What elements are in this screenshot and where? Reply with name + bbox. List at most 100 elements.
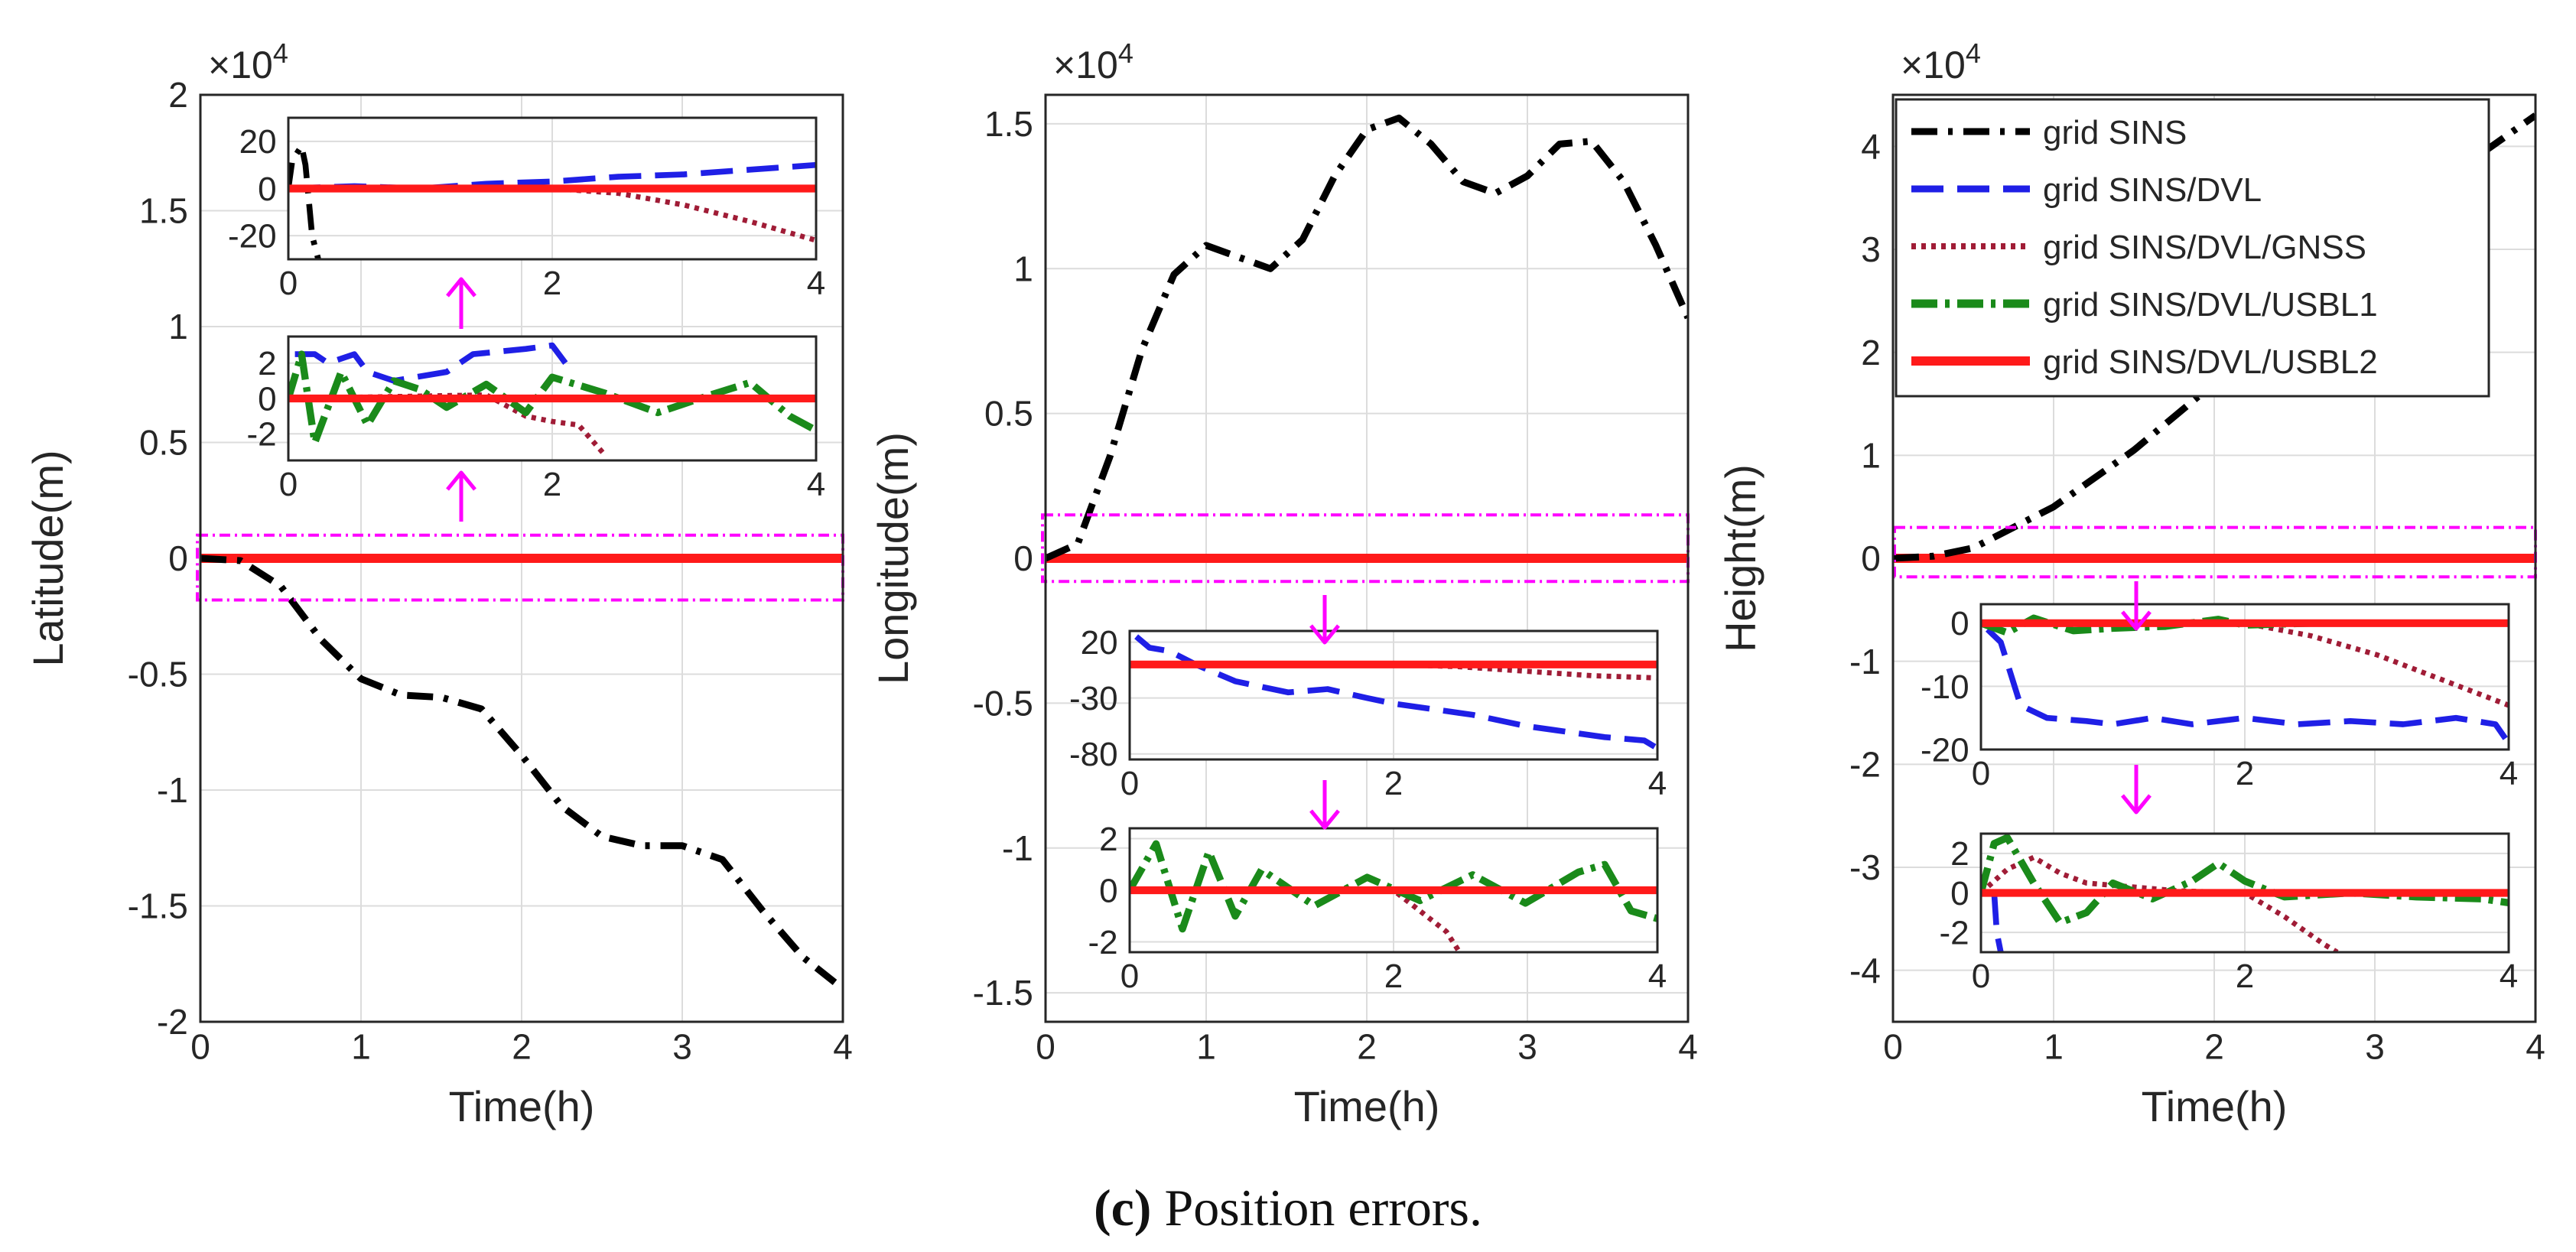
series-grid-sins-dvl bbox=[288, 161, 816, 192]
panel3-y-tick-label: 3 bbox=[1861, 229, 1881, 269]
series-grid-sins-dvl bbox=[1991, 893, 2004, 952]
panel2-y-tick-label: 1.5 bbox=[984, 104, 1033, 144]
zoom-arrow-head bbox=[1309, 809, 1340, 830]
panel1-inset1-x-tick-label: 0 bbox=[279, 265, 298, 302]
zoom-arrow-head bbox=[446, 470, 476, 491]
panel-longitude-m: 0 1 2 3 4 -1.5 -1 -0.5 0 0.5 1 1.5 Time(h) Longitude(… bbox=[869, 37, 1698, 1130]
panel3-axis-box bbox=[1891, 93, 2537, 1023]
legend-box bbox=[1895, 98, 2490, 398]
panel3-inset2-y-tick-label: 2 bbox=[1950, 835, 1969, 873]
panel1-x-tick-label: 0 bbox=[190, 1026, 210, 1066]
panel3-inset1-axis-box bbox=[1979, 603, 2510, 751]
panel1-y-tick-label: 2 bbox=[168, 75, 188, 115]
panel1-x-tick-label: 1 bbox=[351, 1026, 371, 1066]
panel3-y-tick-label: -3 bbox=[1849, 847, 1881, 887]
panel2-x-tick-label: 1 bbox=[1196, 1026, 1216, 1066]
panel2-inset1-y-tick-label: 20 bbox=[1081, 624, 1118, 662]
panel3-y-axis-label: Height(m) bbox=[1716, 464, 1764, 652]
zoom-arrow-head bbox=[2121, 794, 2152, 815]
panel2-y-tick-label: -1.5 bbox=[973, 973, 1033, 1013]
panel1-y-tick-label: 0.5 bbox=[139, 423, 188, 463]
panel3-x-tick-label: 4 bbox=[2526, 1026, 2545, 1066]
panel2-exponent-power: 4 bbox=[1118, 37, 1134, 69]
legend-entry-label: grid SINS/DVL bbox=[2043, 171, 2262, 209]
caption-text: Position errors. bbox=[1164, 1179, 1483, 1237]
panel2-inset2-y-tick-label: 2 bbox=[1099, 821, 1117, 858]
panel3-x-axis-label: Time(h) bbox=[2142, 1082, 2288, 1130]
panel2-inset1-x-tick-label: 4 bbox=[1648, 765, 1667, 802]
panel2-inset2-y-tick-label: -2 bbox=[1088, 924, 1117, 961]
panel3-inset2-x-tick-label: 0 bbox=[1972, 958, 1990, 995]
panel1-inset1-y-tick-label: -20 bbox=[228, 218, 277, 255]
panel3-inset1-y-tick-label: -10 bbox=[1921, 668, 1969, 706]
panel3-x-tick-label: 3 bbox=[2365, 1026, 2385, 1066]
zoom-arrow-head bbox=[446, 277, 476, 298]
panel3-inset2-axis-box bbox=[1979, 832, 2510, 954]
panel1-inset2-axis-box bbox=[287, 335, 818, 462]
panel1-y-tick-label: -1.5 bbox=[128, 886, 188, 926]
panel3-inset2-x-tick-label: 4 bbox=[2500, 958, 2518, 995]
panel2-inset1-x-tick-label: 2 bbox=[1384, 765, 1403, 802]
panel2-inset1-y-tick-label: -30 bbox=[1069, 680, 1118, 717]
inset-plot-1: 0 2 4 20 -30 -80 bbox=[1069, 624, 1667, 802]
inset-plot-1: 0 2 4 0 -10 -20 bbox=[1921, 603, 2518, 792]
panel1-x-tick-label: 3 bbox=[672, 1026, 692, 1066]
panel1-inset2-y-tick-label: -2 bbox=[246, 416, 276, 454]
panel1-inset1-axis-box bbox=[287, 116, 818, 261]
panel2-inset2-x-tick-label: 2 bbox=[1384, 958, 1403, 995]
panel2-inset1-axis-box bbox=[1128, 629, 1659, 761]
zoom-arrow-head bbox=[1309, 624, 1340, 645]
panel1-y-axis-label: Latitude(m) bbox=[24, 450, 72, 666]
panel1-axis-box bbox=[199, 93, 844, 1023]
panel2-inset2-x-tick-label: 4 bbox=[1648, 958, 1667, 995]
panel1-inset2-x-tick-label: 2 bbox=[543, 466, 561, 503]
figure-caption: (c) Position errors. bbox=[0, 1178, 2576, 1238]
panel1-x-tick-label: 4 bbox=[833, 1026, 853, 1066]
panel1-exponent-power: 4 bbox=[273, 37, 288, 69]
panel3-inset2-y-tick-label: -2 bbox=[1939, 915, 1969, 952]
panel3-y-tick-label: 4 bbox=[1861, 126, 1881, 166]
series-grid-sins bbox=[1046, 114, 1688, 562]
panel-latitude-m: 0 1 2 3 4 -2 -1.5 -1 -0.5 0 0.5 1 1.5 2 Time(h) Latitud… bbox=[24, 37, 853, 1130]
panel2-inset2-x-tick-label: 0 bbox=[1120, 958, 1139, 995]
series-grid-sins bbox=[288, 143, 322, 259]
panel2-x-axis-label: Time(h) bbox=[1294, 1082, 1440, 1130]
panel1-x-axis-label: Time(h) bbox=[449, 1082, 595, 1130]
panel3-inset1-y-tick-label: -20 bbox=[1921, 731, 1969, 769]
legend: grid SINS grid SINS/DVL grid SINS/DVL/GNSS… bbox=[1895, 98, 2490, 398]
panel3-x-tick-label: 2 bbox=[2204, 1026, 2224, 1066]
panel1-inset2-y-tick-label: 0 bbox=[258, 380, 276, 418]
panel3-inset1-x-tick-label: 0 bbox=[1972, 755, 1990, 792]
panel1-inset2-x-tick-label: 4 bbox=[807, 466, 825, 503]
panel1-inset1-x-tick-label: 2 bbox=[543, 265, 561, 302]
panel3-inset1-x-tick-label: 4 bbox=[2500, 755, 2518, 792]
zoom-box bbox=[1041, 513, 1690, 584]
panel2-y-axis-label: Longitude(m) bbox=[869, 432, 917, 685]
panel2-inset1-y-tick-label: -80 bbox=[1069, 736, 1118, 773]
panel2-y-tick-label: 0.5 bbox=[984, 394, 1033, 434]
panel3-inset1-x-tick-label: 2 bbox=[2236, 755, 2254, 792]
panel2-x-tick-label: 4 bbox=[1678, 1026, 1698, 1066]
panel2-y-tick-label: -1 bbox=[1002, 828, 1033, 868]
panel2-x-tick-label: 0 bbox=[1036, 1026, 1055, 1066]
legend-entry-label: grid SINS bbox=[2043, 114, 2187, 151]
panel3-exponent-power: 4 bbox=[1966, 37, 1981, 69]
panel3-y-tick-label: 1 bbox=[1861, 435, 1881, 475]
panel3-y-tick-label: -2 bbox=[1849, 744, 1881, 784]
panel3-y-tick-label: -4 bbox=[1849, 951, 1881, 990]
panel3-x-tick-label: 0 bbox=[1883, 1026, 1903, 1066]
series-grid-sins-dvl bbox=[1985, 627, 2509, 745]
panel1-inset1-y-tick-label: 20 bbox=[239, 123, 277, 161]
legend-entry-label: grid SINS/DVL/GNSS bbox=[2043, 229, 2366, 266]
panel2-inset2-y-tick-label: 0 bbox=[1099, 872, 1117, 909]
panel1-y-tick-label: -1 bbox=[157, 770, 188, 810]
panel2-axis-box bbox=[1044, 93, 1690, 1023]
series-grid-sins bbox=[1893, 112, 2535, 562]
zoom-arrow-head bbox=[2121, 610, 2152, 631]
panel3-inset1-y-tick-label: 0 bbox=[1950, 605, 1969, 642]
panel3-y-tick-label: -1 bbox=[1849, 642, 1881, 681]
caption-label: (c) bbox=[1093, 1179, 1152, 1237]
panel2-x-tick-label: 2 bbox=[1357, 1026, 1377, 1066]
